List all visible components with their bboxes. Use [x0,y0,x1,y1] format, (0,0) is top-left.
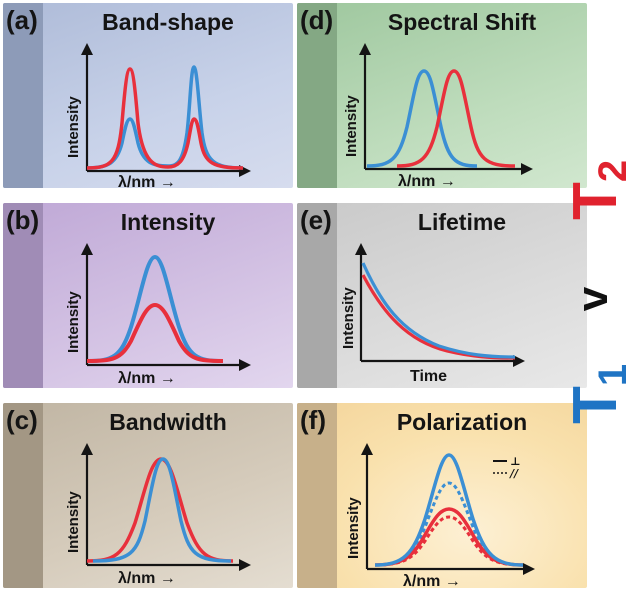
t1-letter: T [561,386,627,424]
blue-dotted-curve [374,481,524,567]
side-label-t2: T2 [561,160,627,220]
blue-curve [86,254,224,363]
y-axis-label: Intensity [345,497,362,559]
panel-bandwidth: (c) Bandwidth Intensity λ/nm → [3,403,293,588]
x-axis-arrowhead [521,163,533,175]
panel-tag: (b) [6,205,40,235]
panel-strip [3,3,43,188]
x-axis-label: Time [410,368,447,385]
panel-spectral-shift: (d) Spectral Shift Intensity λ/nm → [297,3,587,188]
versus-letter: v [568,286,617,312]
panel-tag: (a) [6,5,38,35]
side-label-t1: T1 [561,364,627,424]
t2-letter: T [561,182,627,220]
panel-tag: (d) [300,5,334,35]
bandwidth-plot: Intensity λ/nm → [65,443,251,587]
lifetime-plot: Intensity Time [340,243,525,385]
intensity-plot: Intensity λ/nm → [65,243,251,387]
panel-band-shape: (a) Band-shape Intensity λ/nm → [3,3,293,188]
y-axis-label: Intensity [65,491,82,553]
panel-title: Spectral Shift [387,9,537,35]
band-shape-plot: Intensity λ/nm → [65,43,251,188]
blue-curve [361,262,516,359]
spectral-shift-plot: Intensity λ/nm → [343,43,533,188]
red-curve [396,69,516,168]
panel-strip [297,403,337,588]
panel-title: Lifetime [417,209,507,235]
blue-curve [366,69,478,168]
x-axis-arrowhead [239,559,251,571]
y-axis-arrowhead [355,243,367,255]
blue-curve [92,457,232,563]
x-axis-arrowhead [523,563,535,575]
red-curve [86,457,234,563]
x-axis-label: λ/nm → [403,573,461,588]
y-axis-label: Intensity [340,287,357,349]
y-axis-arrowhead [81,43,93,55]
x-axis-arrowhead [513,355,525,367]
panel-strip [3,203,43,388]
panel-title: Intensity [120,209,216,235]
y-axis-arrowhead [361,443,373,455]
red-solid-curve [374,507,524,567]
panel-tag: (c) [6,405,38,435]
panel-intensity: (b) Intensity Intensity λ/nm → [3,203,293,388]
legend-dotted-symbol: // [509,467,519,480]
polarization-plot: Intensity ⊥ // λ/nm → [345,443,535,588]
red-curve [86,67,244,170]
x-axis-label: λ/nm → [118,570,176,587]
panel-strip [297,3,337,188]
y-axis-arrowhead [81,443,93,455]
y-axis-label: Intensity [65,96,82,158]
blue-solid-curve [374,453,524,567]
panel-tag: (e) [300,205,332,235]
x-axis-label: λ/nm → [398,173,456,188]
t2-subscript: 2 [591,160,627,182]
red-curve [86,302,224,363]
panel-title: Bandwidth [109,409,227,435]
panel-title: Band-shape [102,9,234,35]
blue-curve [86,65,244,170]
y-axis-label: Intensity [65,291,82,353]
panel-strip [297,203,337,388]
x-axis-label: λ/nm → [118,174,176,188]
y-axis-arrowhead [359,43,371,55]
x-axis-label: λ/nm → [118,370,176,387]
panel-strip [3,403,43,588]
x-axis-arrowhead [239,359,251,371]
panel-tag: (f) [300,405,326,435]
red-dotted-curve [374,515,524,567]
panel-polarization: (f) Polarization Intensity ⊥ // λ/nm → [297,403,587,588]
panel-title: Polarization [396,409,528,435]
y-axis-arrowhead [81,243,93,255]
t1-subscript: 1 [591,364,627,386]
panel-lifetime: (e) Lifetime Intensity Time [297,203,587,388]
y-axis-label: Intensity [343,95,360,157]
legend-solid-symbol: ⊥ [510,455,521,468]
side-label-v: v [568,277,621,321]
